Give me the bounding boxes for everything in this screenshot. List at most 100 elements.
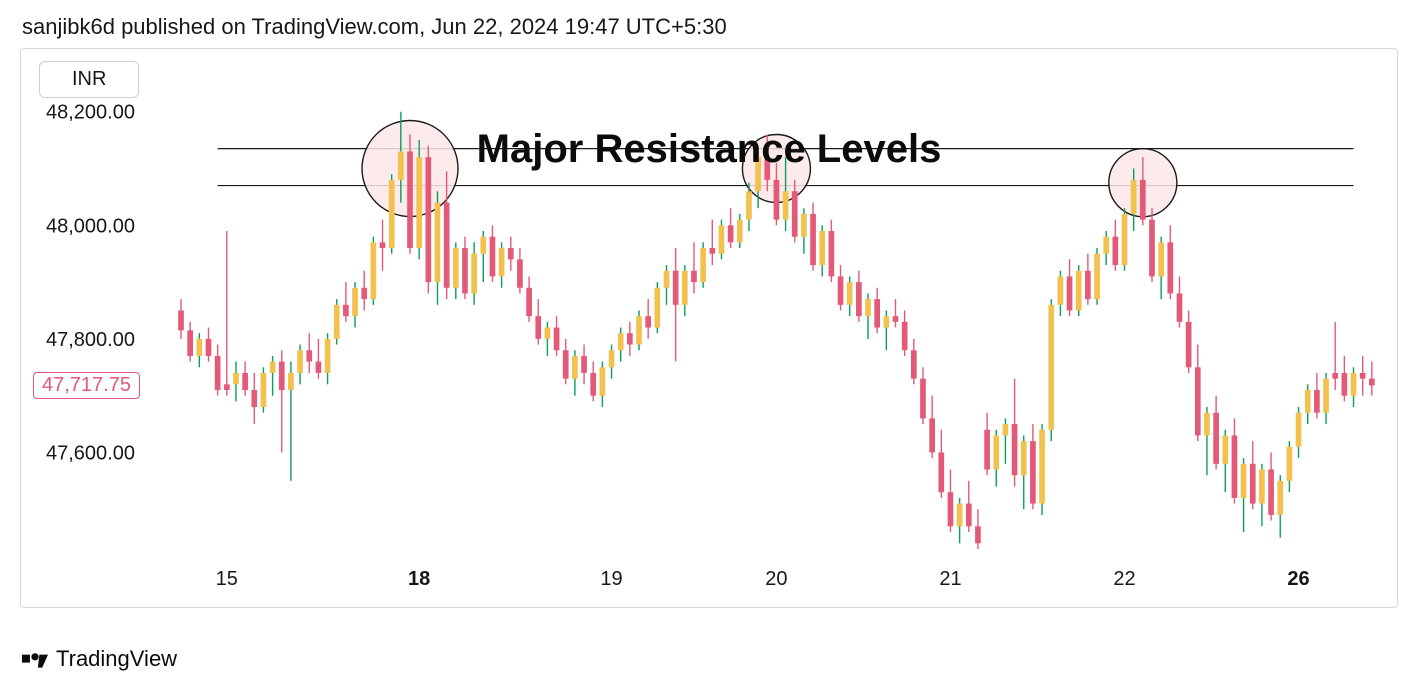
x-axis-label: 19: [600, 568, 622, 590]
candle: [1277, 481, 1283, 515]
candle: [810, 214, 816, 265]
candle: [847, 282, 853, 305]
candle: [306, 350, 312, 361]
candle: [352, 288, 358, 316]
candle: [783, 191, 789, 219]
candle: [1122, 214, 1128, 265]
candle: [966, 504, 972, 527]
candle: [746, 191, 752, 219]
x-axis-label: 26: [1287, 568, 1309, 590]
currency-badge[interactable]: INR: [39, 61, 139, 98]
candle: [673, 271, 679, 305]
candle: [1067, 276, 1073, 310]
candle: [270, 362, 276, 373]
candle: [1039, 430, 1045, 504]
candle: [627, 333, 633, 344]
candle: [801, 214, 807, 237]
candle: [700, 248, 706, 282]
candle: [829, 231, 835, 276]
candle: [435, 203, 441, 283]
candle: [261, 373, 267, 407]
candle: [371, 242, 377, 299]
y-axis-label: 47,800.00: [46, 329, 135, 351]
candle: [581, 356, 587, 373]
candle: [554, 328, 560, 351]
candle: [1103, 237, 1109, 254]
candle: [224, 384, 230, 390]
candle: [1094, 254, 1100, 299]
candle: [316, 362, 322, 373]
candle: [490, 237, 496, 277]
candle: [1085, 271, 1091, 299]
y-axis-label: 48,200.00: [46, 102, 135, 124]
candle: [993, 435, 999, 469]
last-price-badge: 47,717.75: [33, 372, 140, 399]
candle: [618, 333, 624, 350]
annotation-title: Major Resistance Levels: [477, 127, 942, 172]
candle: [1360, 373, 1366, 379]
candle: [1232, 435, 1238, 497]
candle: [444, 203, 450, 288]
x-axis-label: 15: [216, 568, 238, 590]
candle: [737, 220, 743, 243]
candle: [1213, 413, 1219, 464]
candle: [856, 282, 862, 316]
candle: [1048, 305, 1054, 430]
candle: [1012, 424, 1018, 475]
candle: [508, 248, 514, 259]
candle: [1222, 435, 1228, 463]
candle: [1268, 469, 1274, 514]
candle: [1250, 464, 1256, 504]
candle: [728, 225, 734, 242]
candle: [911, 350, 917, 378]
candle: [938, 452, 944, 492]
candle: [838, 276, 844, 304]
candle: [1140, 180, 1146, 220]
tradingview-logo-icon: [22, 650, 48, 668]
candle: [242, 373, 248, 390]
candle: [407, 151, 413, 248]
x-axis-label: 18: [408, 568, 430, 590]
candle: [654, 288, 660, 328]
candle: [178, 310, 184, 330]
candle: [572, 356, 578, 379]
candle: [425, 157, 431, 282]
x-axis-label: 20: [765, 568, 787, 590]
candle: [545, 328, 551, 339]
candle: [984, 430, 990, 470]
candle: [590, 373, 596, 396]
candle: [1332, 373, 1338, 379]
candle: [206, 339, 212, 356]
candle: [600, 367, 606, 395]
candle: [719, 225, 725, 253]
y-axis-label: 48,000.00: [46, 215, 135, 237]
candle: [1003, 424, 1009, 435]
candle: [948, 492, 954, 526]
candle: [709, 248, 715, 254]
y-axis-label: 47,600.00: [46, 442, 135, 464]
candle: [1369, 379, 1375, 386]
candle: [1186, 322, 1192, 367]
candle: [893, 316, 899, 322]
candle: [499, 248, 505, 276]
candle: [774, 180, 780, 220]
candle: [389, 180, 395, 248]
candle: [1342, 373, 1348, 396]
candle: [187, 330, 193, 356]
candle: [884, 316, 890, 327]
candle: [929, 418, 935, 452]
candle: [1149, 220, 1155, 277]
candle: [1305, 390, 1311, 413]
candle: [480, 237, 486, 254]
x-axis-label: 22: [1113, 568, 1135, 590]
candle: [462, 248, 468, 293]
candle: [1287, 447, 1293, 481]
candle: [975, 526, 981, 543]
x-axis-label: 21: [939, 568, 961, 590]
candle: [1021, 441, 1027, 475]
candle: [251, 390, 257, 407]
candle: [453, 248, 459, 288]
candle: [1204, 413, 1210, 436]
candle: [664, 271, 670, 288]
candle: [1158, 242, 1164, 276]
